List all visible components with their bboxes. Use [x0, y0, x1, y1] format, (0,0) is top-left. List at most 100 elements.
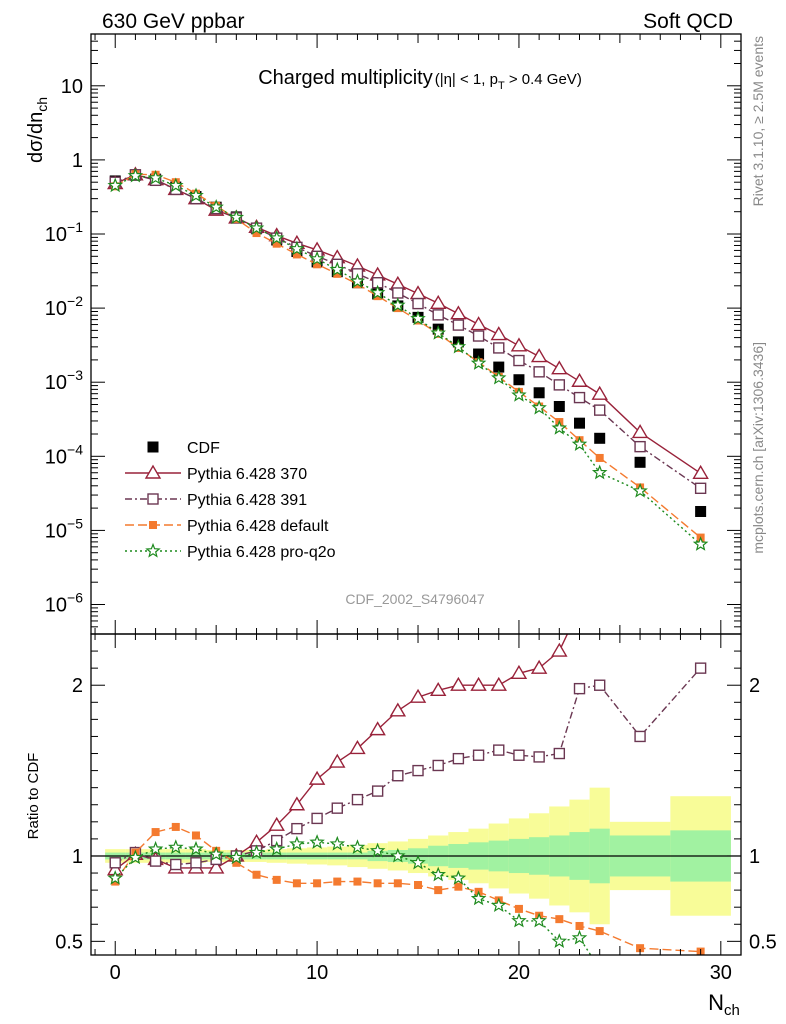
ratio-point-p391-15	[412, 764, 424, 777]
main-y-tick-mantissa-7: 10	[61, 76, 83, 98]
main-point-pdefault-9	[292, 250, 301, 259]
ratio-point-pq2o-17	[450, 870, 467, 885]
main-point-p391-22	[553, 379, 566, 391]
main-y-tick-label-1: 10−5	[45, 515, 83, 542]
title-main: Charged multiplicity	[258, 67, 433, 89]
ratio-point-pq2o-2	[147, 840, 164, 856]
main-point-p391-29	[694, 482, 707, 495]
ratio-point-pq2o-16	[430, 866, 446, 882]
ratio-point-pq2o-23	[571, 929, 588, 945]
main-point-pq2o-6	[228, 209, 245, 225]
title-detail: (|η| < 1, p	[435, 71, 498, 88]
main-point-pq2o-9	[289, 240, 305, 256]
main-point-data-19	[493, 361, 505, 373]
analysis-tag: CDF_2002_S4796047	[345, 591, 485, 607]
main-y-tick-exponent-4: −2	[67, 293, 83, 309]
ratio-point-pdefault-20	[514, 904, 523, 913]
main-point-data-26	[634, 456, 646, 468]
ratio-point-pq2o-22	[551, 933, 568, 948]
main-point-p370-19	[490, 326, 507, 341]
main-point-p370-17	[450, 305, 467, 320]
main-point-pdefault-24	[595, 453, 604, 462]
main-y-tick-mantissa-4: 10	[45, 298, 67, 320]
main-point-p370-21	[530, 348, 548, 363]
main-point-pq2o-17	[450, 338, 467, 354]
ratio-point-pdefault-12	[353, 877, 362, 886]
main-line-pq2o	[114, 175, 702, 545]
ratio-point-pdefault-17	[454, 882, 463, 891]
main-point-p370-20	[510, 337, 528, 352]
main-point-pq2o-19	[491, 369, 507, 385]
rivet-version-label: Rivet 3.1.10, ≥ 2.5M events	[750, 36, 766, 206]
main-point-p370-29	[692, 464, 709, 479]
x-tick-label-30: 30	[710, 962, 732, 984]
main-point-p391-17	[452, 319, 465, 331]
main-point-p391-16	[432, 309, 444, 321]
main-y-tick-exponent-0: −6	[67, 590, 83, 606]
main-point-pq2o-23	[571, 436, 588, 451]
main-y-tick-label-6: 1	[72, 150, 83, 172]
ratio-point-pq2o-15	[410, 854, 426, 870]
legend-label-pdefault: Pythia 6.428 default	[187, 518, 329, 535]
ratio-frame	[90, 633, 742, 956]
ratio-y-tick-label-right-2: 2	[749, 675, 760, 697]
ratio-point-pq2o-21	[531, 912, 547, 928]
main-point-pdefault-8	[272, 239, 281, 248]
main-point-data-20	[513, 374, 525, 386]
main-y-tick-mantissa-2: 10	[45, 446, 67, 468]
main-point-p370-23	[571, 372, 588, 387]
legend-marker-pq2o	[145, 542, 161, 558]
ratio-point-p391-19	[493, 744, 505, 756]
main-point-p391-24	[593, 404, 606, 416]
main-point-pq2o-0	[107, 177, 123, 193]
main-point-pq2o-3	[168, 177, 184, 193]
main-point-pq2o-20	[511, 386, 527, 402]
main-point-p370-22	[551, 360, 568, 375]
ratio-point-pq2o-19	[491, 897, 507, 913]
mcplots-label: mcplots.cern.ch [arXiv:1306.3436]	[750, 342, 766, 554]
ratio-point-pq2o-11	[329, 835, 346, 851]
main-y-tick-label-7: 10	[61, 76, 83, 98]
main-y-axis-label-sub: ch	[34, 97, 50, 112]
main-y-tick-label-3: 10−3	[45, 367, 83, 394]
x-tick-label-10: 10	[306, 962, 328, 984]
main-point-pdefault-7	[252, 229, 261, 238]
ratio-plot-panel: 0 10 20 30 0.5 0.5 1 1 2 2	[55, 633, 777, 984]
legend-marker-p391	[147, 493, 159, 505]
ratio-point-p370-21	[530, 659, 548, 674]
ratio-point-p391-14	[392, 770, 404, 782]
x-axis-label-sub: ch	[724, 1002, 740, 1019]
legend-marker-pdefault	[149, 521, 157, 529]
ratio-line-p391	[114, 667, 702, 866]
main-point-p370-24	[591, 385, 608, 400]
ratio-point-pq2o-7	[248, 844, 265, 860]
chart-title: Charged multiplicity (|η| < 1, pT > 0.4 G…	[258, 67, 582, 92]
main-y-tick-mantissa-1: 10	[45, 520, 67, 542]
ratio-point-pdefault-13	[373, 879, 382, 888]
x-tick-label-0: 0	[110, 962, 121, 984]
ratio-point-p391-2	[149, 855, 162, 867]
ratio-point-p391-18	[472, 749, 485, 761]
ratio-y-tick-label-left-2: 2	[72, 675, 83, 697]
main-y-tick-mantissa-5: 10	[45, 224, 67, 246]
ratio-line-p370	[114, 634, 569, 871]
main-y-tick-mantissa-3: 10	[45, 372, 67, 394]
ratio-point-p391-29	[694, 662, 707, 674]
ratio-point-p391-9	[291, 822, 303, 835]
main-point-p391-19	[493, 342, 505, 354]
ratio-point-p370-17	[450, 676, 467, 691]
main-point-pq2o-24	[591, 464, 608, 480]
ratio-point-p370-11	[329, 753, 346, 768]
ratio-point-pdefault-3	[171, 822, 180, 831]
main-point-pq2o-11	[329, 261, 346, 277]
x-axis-label-text: N	[708, 990, 724, 1015]
main-y-tick-exponent-5: −1	[67, 219, 83, 235]
ratio-point-p391-22	[553, 747, 566, 760]
main-y-tick-label-2: 10−4	[45, 441, 83, 468]
ratio-point-pdefault-24	[595, 927, 604, 936]
ratio-point-pq2o-8	[268, 840, 285, 856]
title-detail-suffix: > 0.4 GeV)	[505, 71, 582, 88]
main-point-pq2o-2	[147, 169, 164, 185]
